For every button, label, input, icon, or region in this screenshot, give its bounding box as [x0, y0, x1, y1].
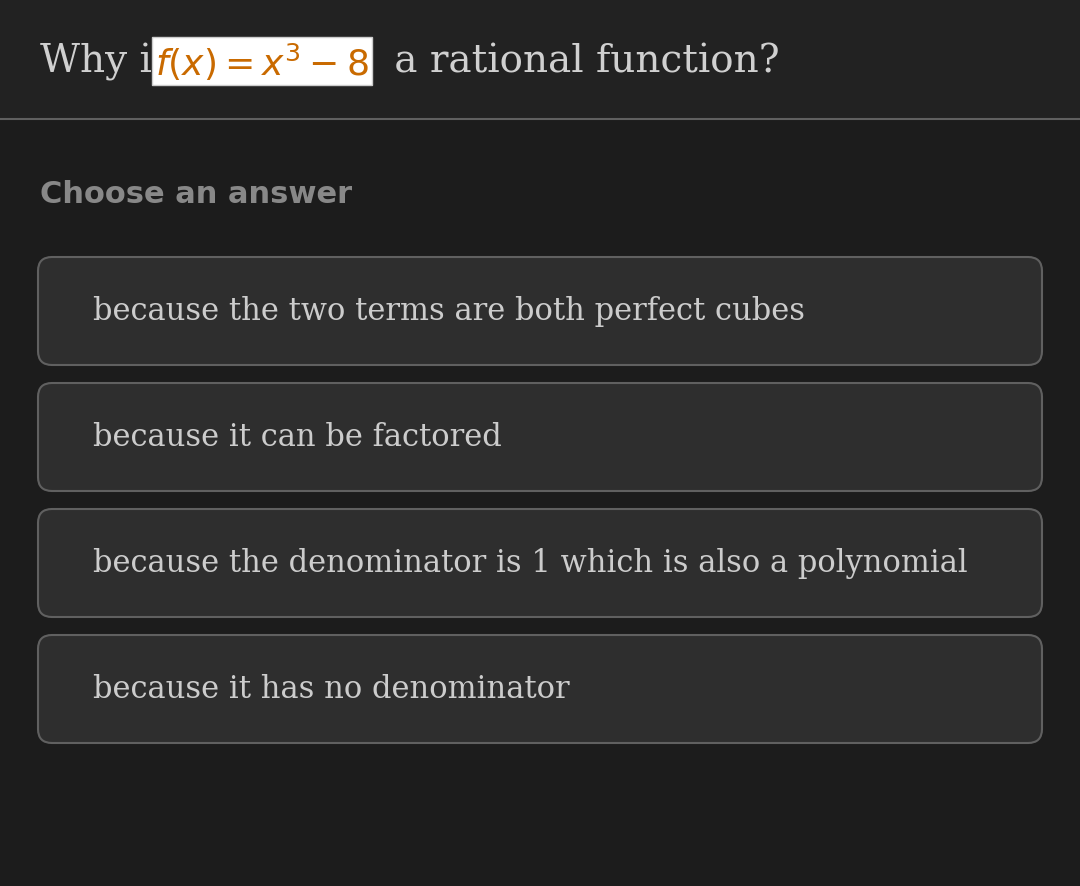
- Text: a rational function?: a rational function?: [382, 43, 780, 81]
- FancyBboxPatch shape: [38, 635, 1042, 743]
- FancyBboxPatch shape: [38, 258, 1042, 366]
- Text: because it has no denominator: because it has no denominator: [93, 673, 569, 704]
- Text: Choose an answer: Choose an answer: [40, 180, 352, 209]
- Text: Why is: Why is: [40, 43, 184, 81]
- Text: because the denominator is 1 which is also a polynomial: because the denominator is 1 which is al…: [93, 548, 968, 579]
- FancyBboxPatch shape: [38, 509, 1042, 618]
- FancyBboxPatch shape: [0, 0, 1080, 120]
- Text: because the two terms are both perfect cubes: because the two terms are both perfect c…: [93, 296, 805, 327]
- Text: because it can be factored: because it can be factored: [93, 422, 502, 453]
- FancyBboxPatch shape: [152, 38, 372, 86]
- Text: $f(x) = x^3 - 8$: $f(x) = x^3 - 8$: [156, 42, 369, 82]
- FancyBboxPatch shape: [38, 384, 1042, 492]
